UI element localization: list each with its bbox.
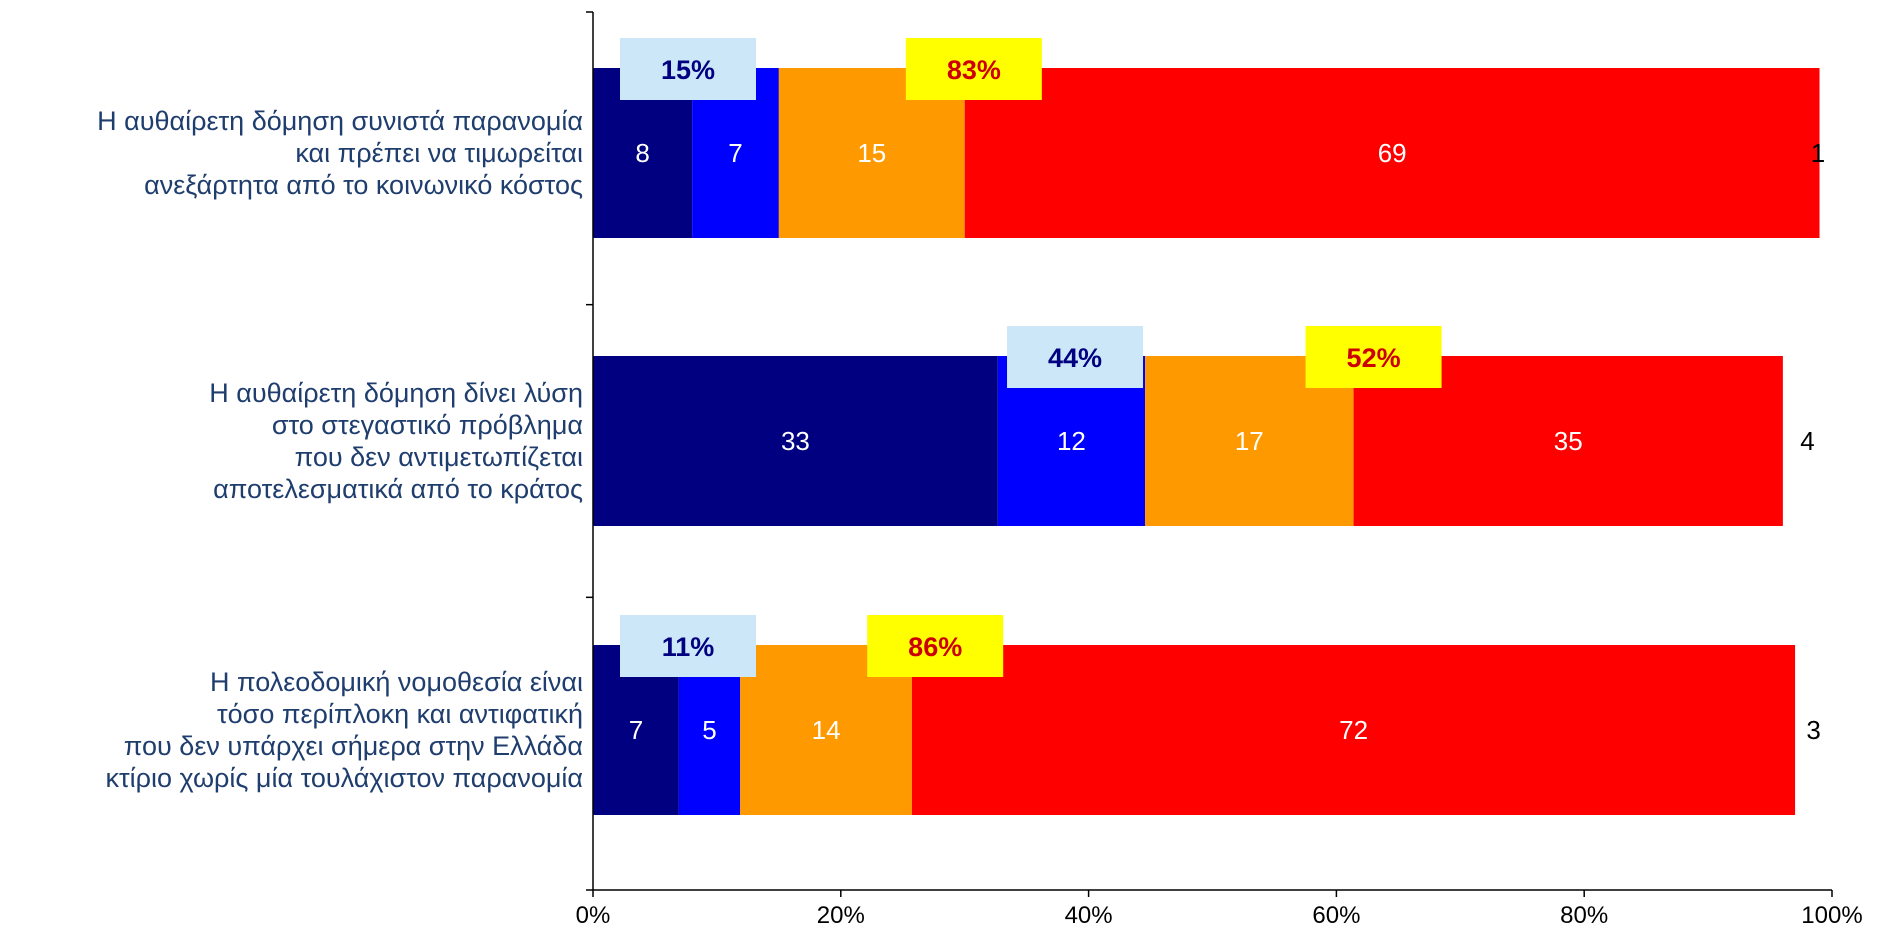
category-label-line: που δεν αντιμετωπίζεται (295, 442, 583, 472)
category-label-line: Η αυθαίρετη δόμηση δίνει λύση (209, 378, 583, 408)
summary-box-left (620, 615, 756, 677)
summary-box-left (1007, 326, 1144, 388)
summary-label-right: 83% (947, 55, 1001, 85)
segment-value-label: 12 (1057, 426, 1086, 456)
summary-label-right: 86% (908, 632, 962, 662)
category-label-line: Η αυθαίρετη δόμηση συνιστά παρανομία (97, 106, 583, 136)
category-label-line: που δεν υπάρχει σήμερα στην Ελλάδα (124, 731, 583, 761)
x-tick-label: 60% (1312, 902, 1360, 929)
category-label-line: κτίριο χωρίς μία τουλάχιστον παρανομία (105, 763, 583, 793)
segment-value-label: 35 (1554, 426, 1583, 456)
category-label-line: ανεξάρτητα από το κοινωνικό κόστος (144, 170, 583, 200)
segment-value-label: 5 (702, 715, 716, 745)
x-tick-label: 100% (1801, 902, 1862, 929)
summary-box-right (1305, 326, 1442, 388)
segment-value-label: 7 (728, 138, 742, 168)
category-label-line: και πρέπει να τιμωρείται (295, 138, 583, 168)
summary-box-left (620, 38, 756, 100)
summary-box-right (905, 38, 1042, 100)
summary-label-left: 11% (662, 632, 715, 662)
segment-value-label: 72 (1339, 715, 1368, 745)
category-label-line: αποτελεσματικά από το κράτος (213, 474, 583, 504)
segment-value-label: 7 (629, 715, 643, 745)
segment-value-label: 8 (635, 138, 649, 168)
category-label-line: Η πολεοδομική νομοθεσία είναι (210, 667, 583, 697)
bar-segment (911, 645, 1796, 815)
summary-label-left: 44% (1048, 343, 1102, 373)
category-label: Η αυθαίρετη δόμηση συνιστά παρανομία και … (97, 106, 583, 200)
x-tick-label: 80% (1560, 902, 1608, 929)
x-tick-label: 0% (576, 902, 611, 929)
x-tick-label: 20% (817, 902, 865, 929)
segment-value-label: 69 (1378, 138, 1407, 168)
segment-value-label: 33 (781, 426, 810, 456)
bar-segment (1819, 68, 1832, 238)
category-label: Η αυθαίρετη δόμηση δίνει λύση στο στεγαστ… (209, 378, 583, 504)
bar-segment (593, 356, 998, 526)
segment-value-label: 4 (1800, 426, 1814, 456)
segment-value-label: 14 (812, 715, 841, 745)
segment-value-label: 15 (857, 138, 886, 168)
summary-box-right (867, 615, 1004, 677)
segment-value-label: 17 (1235, 426, 1264, 456)
category-label-line: στο στεγαστικό πρόβλημα (272, 410, 583, 440)
bar-segment (1782, 356, 1832, 526)
summary-label-left: 15% (661, 55, 715, 85)
segment-value-label: 3 (1806, 715, 1820, 745)
segment-value-label: 1 (1811, 138, 1825, 168)
x-tick-label: 40% (1065, 902, 1113, 929)
category-label: Η πολεοδομική νομοθεσία είναι τόσο περίπλ… (105, 667, 583, 793)
bar-segment (1795, 645, 1832, 815)
bar-segment (964, 68, 1820, 238)
category-label-line: τόσο περίπλοκη και αντιφατική (217, 699, 583, 729)
summary-label-right: 52% (1347, 343, 1401, 373)
